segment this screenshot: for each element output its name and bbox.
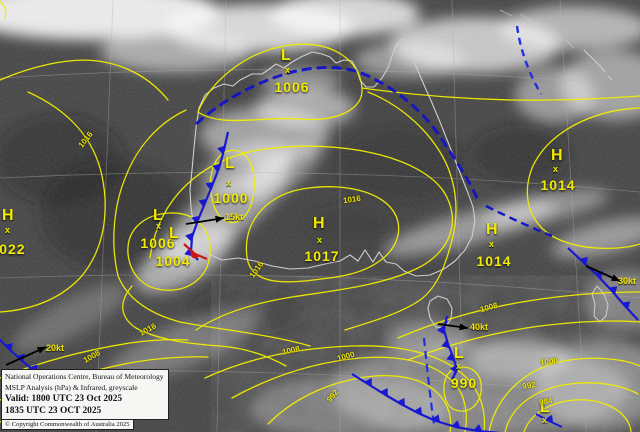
- warm-front: [183, 243, 208, 261]
- pressure-center-marker: x: [456, 361, 462, 371]
- pressure-letter: L: [540, 399, 550, 416]
- monsoon-trough-line: [194, 65, 480, 201]
- trough-line: [485, 204, 553, 238]
- new-caledonia-coastline: [583, 49, 613, 81]
- info-line-image-time: 1835 UTC 23 OCT 2025: [5, 406, 102, 417]
- pressure-value: 1006: [274, 79, 310, 95]
- wind-speed-label: 20kt: [46, 343, 65, 353]
- pressure-value: 1000: [213, 190, 249, 206]
- pressure-value: 1014: [540, 177, 576, 193]
- pressure-value: 990: [450, 375, 478, 391]
- isobar-line: [0, 59, 169, 101]
- cold-front: [184, 131, 230, 261]
- pressure-value: 1014: [476, 253, 512, 269]
- trough-line: [515, 25, 543, 95]
- isobar-line: [0, 0, 7, 19]
- analysis-info-box: National Operations Centre, Bureau of Me…: [1, 369, 169, 420]
- pressure-value: 1017: [304, 248, 340, 264]
- pressure-letter: L: [281, 47, 291, 64]
- copyright-notice: © Copyright Commonwealth of Australia 20…: [1, 419, 134, 430]
- tasmania-coastline: [427, 295, 453, 329]
- pressure-value: 1006: [140, 235, 176, 251]
- pressure-letter: H: [551, 147, 563, 164]
- movement-arrow: [585, 265, 621, 282]
- isobar-line: [523, 399, 632, 432]
- australia-coastline: [189, 38, 476, 277]
- pressure-center-marker: x: [285, 65, 291, 75]
- info-line-organisation: National Operations Centre, Bureau of Me…: [5, 372, 164, 381]
- isobar-line: [113, 109, 311, 347]
- cold-front: [351, 373, 501, 432]
- isobar-line: [149, 145, 453, 331]
- png-solomons-coastline: [331, 1, 575, 49]
- pressure-letter: H: [2, 207, 14, 224]
- cold-front: [567, 247, 639, 321]
- pressure-value: 1022: [0, 241, 26, 257]
- cold-front: [437, 315, 459, 381]
- pressure-center-marker: x: [5, 225, 11, 235]
- pressure-letter: H: [313, 215, 325, 232]
- info-line-valid-time: Valid: 1800 UTC 23 Oct 2025: [5, 394, 123, 405]
- pressure-center-marker: x: [317, 235, 323, 245]
- isobar-line: [488, 357, 640, 432]
- pressure-letter: L: [225, 155, 235, 172]
- wind-speed-label: 15kt: [225, 212, 244, 222]
- movement-arrow: [185, 215, 225, 225]
- pressure-value: 1004: [155, 253, 191, 269]
- isobar-line: [122, 285, 287, 367]
- pressure-letter: L: [169, 225, 179, 242]
- wind-speed-label: 40kt: [470, 322, 489, 332]
- pressure-letter: L: [153, 207, 163, 224]
- pressure-letter: L: [454, 345, 464, 362]
- isobar-line: [504, 382, 639, 432]
- isobar-line: [245, 186, 400, 283]
- coastlines: [189, 1, 613, 329]
- isobar-line: [361, 87, 640, 101]
- pressure-center-marker: x: [489, 239, 495, 249]
- isobar-line: [526, 107, 640, 250]
- movement-arrows: [5, 215, 621, 366]
- info-line-product: MSLP Analysis (hPa) & Infrared, greyscal…: [5, 382, 138, 392]
- wind-speed-label: 30kt: [618, 276, 637, 286]
- movement-arrow: [437, 323, 469, 331]
- pressure-center-marker: x: [156, 221, 162, 231]
- movement-arrow: [5, 346, 47, 366]
- front-layer: [0, 25, 639, 432]
- isobar-line: [344, 91, 457, 331]
- pressure-center-marker: x: [226, 178, 232, 188]
- pressure-center-marker: x: [553, 164, 559, 174]
- cold-front: [535, 413, 563, 428]
- pressure-center-marker: x: [542, 415, 548, 425]
- pressure-letter: H: [486, 221, 498, 238]
- isobar-line: [0, 91, 106, 313]
